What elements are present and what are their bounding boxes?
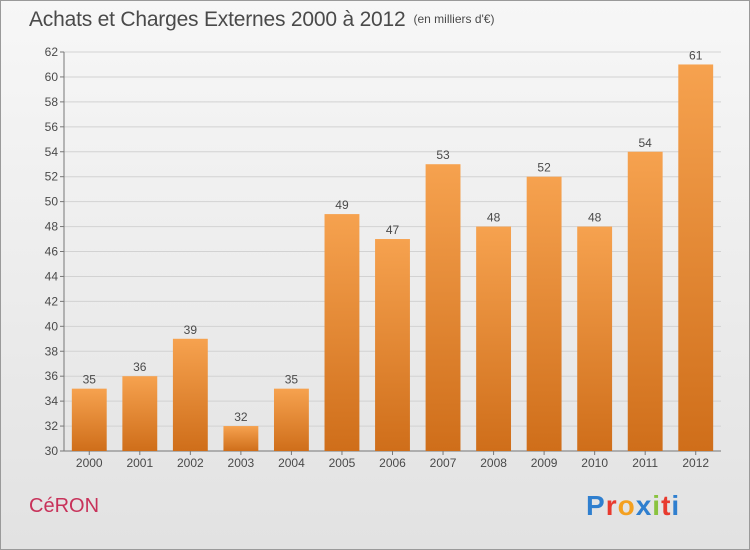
x-tick-label: 2011	[632, 456, 658, 470]
x-tick-label: 2003	[228, 456, 255, 470]
x-tick-label: 2012	[682, 456, 709, 470]
bar-2012	[678, 64, 714, 451]
y-tick-label: 40	[45, 319, 59, 333]
bar-2001	[122, 376, 158, 451]
data-labels: 35 36 39 32 35 49 47 53 48 52 48 54 61	[83, 48, 703, 424]
proxiti-logo[interactable]: Proxiti	[586, 490, 680, 522]
y-tick-label: 58	[45, 95, 59, 109]
x-tick-label: 2009	[531, 456, 558, 470]
bar-2010	[577, 226, 613, 451]
y-tick-label: 46	[45, 245, 59, 259]
data-label: 36	[133, 360, 147, 374]
x-tick-label: 2001	[126, 456, 153, 470]
data-label: 48	[487, 211, 501, 225]
bar-2000	[71, 388, 107, 451]
logo-letter: i	[671, 490, 681, 521]
data-label: 54	[639, 136, 653, 150]
data-label: 35	[285, 373, 299, 387]
chart-title-main: Achats et Charges Externes 2000 à 2012	[29, 8, 406, 31]
data-label: 53	[436, 148, 450, 162]
y-tick-label: 48	[45, 220, 59, 234]
axes: 30 32 34 36 38 40 42 44 46 48 50 52 54 56 58 60 62 2000 20…	[45, 45, 721, 470]
y-tick-label: 54	[45, 145, 59, 159]
bar-2011	[627, 151, 663, 451]
logo-letter: r	[605, 490, 618, 521]
data-label: 47	[386, 223, 400, 237]
data-label: 48	[588, 211, 602, 225]
y-tick-label: 56	[45, 120, 59, 134]
bar-2008	[476, 226, 512, 451]
data-label: 52	[537, 161, 551, 175]
town-name: CéRON	[29, 495, 100, 517]
y-tick-label: 50	[45, 195, 59, 209]
bar-2002	[172, 338, 208, 451]
bar-2005	[324, 214, 360, 451]
data-label: 49	[335, 198, 349, 212]
x-tick-label: 2008	[480, 456, 507, 470]
x-tick-label: 2006	[379, 456, 406, 470]
x-tick-label: 2005	[329, 456, 356, 470]
y-tick-label: 52	[45, 170, 59, 184]
bars	[71, 64, 714, 451]
bar-2007	[425, 164, 461, 451]
y-tick-label: 38	[45, 344, 59, 358]
chart-title-unit: (en milliers d'€)	[413, 12, 495, 26]
x-tick-label: 2004	[278, 456, 305, 470]
data-label: 39	[184, 323, 198, 337]
y-tick-label: 36	[45, 369, 59, 383]
y-tick-label: 32	[45, 419, 59, 433]
data-label: 32	[234, 410, 248, 424]
y-tick-label: 62	[45, 45, 59, 59]
logo-letter: P	[586, 490, 606, 521]
x-tick-label: 2007	[430, 456, 457, 470]
bar-2003	[223, 426, 259, 451]
data-label: 61	[689, 48, 703, 62]
y-tick-label: 44	[45, 269, 59, 283]
bar-2006	[375, 239, 410, 451]
y-tick-label: 30	[45, 444, 59, 458]
y-tick-label: 42	[45, 294, 59, 308]
chart-title: Achats et Charges Externes 2000 à 2012 (e…	[29, 8, 494, 32]
logo-letter: i	[652, 490, 662, 521]
logo-letter: x	[635, 490, 653, 521]
bar-2009	[526, 176, 562, 451]
logo-letter: o	[617, 490, 636, 521]
data-label: 35	[83, 373, 97, 387]
bar-2004	[273, 388, 309, 451]
y-tick-label: 34	[45, 394, 59, 408]
x-tick-label: 2010	[581, 456, 608, 470]
logo-letter: t	[661, 490, 672, 521]
x-tick-label: 2002	[177, 456, 204, 470]
y-tick-label: 60	[45, 70, 59, 84]
x-tick-label: 2000	[76, 456, 103, 470]
